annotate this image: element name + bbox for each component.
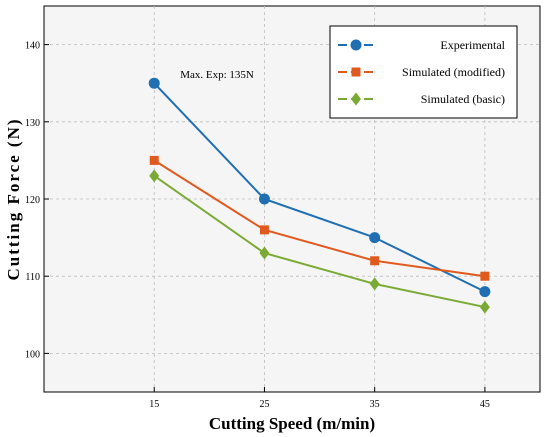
data-point [369,232,381,244]
data-point [149,169,160,183]
series-simulated-basic [149,169,490,314]
data-point [369,277,380,291]
series-simulated-modified [149,155,490,281]
data-point [149,155,159,165]
x-axis-title: Cutting Speed (m/min) [209,414,375,433]
y-axis-title: Cutting Force (N) [4,117,23,280]
x-tick-label: 25 [259,399,269,410]
legend-entry: Simulated (modified) [338,65,505,79]
legend-entry: Simulated (basic) [338,92,505,106]
annotation-label: Max. Exp: 135N [180,69,254,81]
legend-label: Simulated (modified) [402,65,505,79]
legend-entry: Experimental [338,38,506,52]
data-point [480,271,490,281]
data-point [479,300,490,314]
y-tick-label: 120 [25,195,40,206]
legend-marker [351,92,361,106]
series-line [153,159,486,278]
series-line [153,82,486,293]
x-tick-label: 45 [480,399,490,410]
x-tick-label: 35 [370,399,380,410]
x-axis-ticks: 15 25 35 45 [149,387,490,410]
data-point [148,77,160,89]
data-point [479,286,491,298]
y-tick-label: 110 [25,272,40,283]
legend-label: Experimental [440,38,505,52]
annotations: Max. Exp: 135N [180,69,254,81]
data-point [258,193,270,205]
legend: Experimental Simulated (modified) Simulate… [329,25,518,119]
legend-box [329,25,518,119]
data-point [259,246,270,260]
legend-marker [350,39,362,51]
y-tick-label: 130 [25,118,40,129]
x-tick-label: 15 [149,399,159,410]
series-layer [148,77,491,314]
y-axis-ticks: 100 110 120 130 140 [25,41,49,360]
legend-marker [351,67,361,77]
data-point [259,225,269,235]
series-experimental [148,77,491,298]
data-point [370,256,380,266]
series-line [153,175,486,309]
legend-label: Simulated (basic) [421,92,505,106]
y-tick-label: 100 [25,349,40,360]
y-tick-label: 140 [25,41,40,52]
